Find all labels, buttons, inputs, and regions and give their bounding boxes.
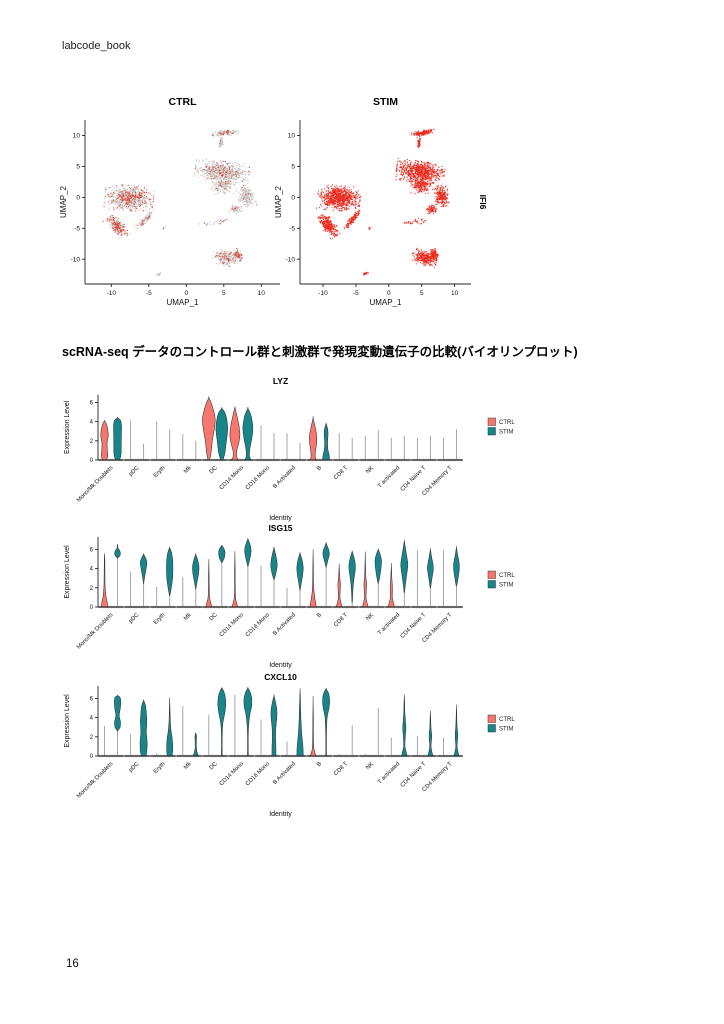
- svg-text:-10: -10: [71, 256, 81, 263]
- svg-text:-10: -10: [107, 290, 117, 297]
- svg-text:-5: -5: [74, 226, 80, 233]
- umap-ctrl-xlabel: UMAP_1: [166, 298, 199, 307]
- violin-lyz-xlabel: Identity: [269, 515, 292, 522]
- umap-stim-xlabel: UMAP_1: [369, 298, 402, 307]
- umap-stim-ylabel: UMAP_2: [274, 185, 283, 218]
- violin-cxcl10-title: CXCL10: [264, 672, 297, 682]
- gene-annotation-label: IFI6: [478, 195, 488, 210]
- violin-isg15-title: ISG15: [268, 523, 292, 533]
- violin-plot-lyz: LYZ 0 2 4 6 Mono/Mk Doublets pDC Eryth Mk DC CD14 …: [58, 374, 618, 531]
- svg-text:10: 10: [73, 133, 81, 140]
- umap-stim-title: STIM: [373, 96, 398, 108]
- svg-text:-5: -5: [146, 290, 152, 297]
- svg-text:10: 10: [258, 290, 266, 297]
- umap-ctrl-panel: CTRL -10 -5 0 5 10 -10 -5 0 5 10 UMAP_1 UMAP_2: [57, 92, 297, 315]
- umap-stim-panel: STIM -10 -5 0 5 10 -10 -5 0 5 10 UMAP_1 UMAP_2 IFI6: [272, 92, 527, 315]
- section-heading: scRNA-seq データのコントロール群と刺激群で発現変動遺伝子の比較(バイオ…: [62, 345, 578, 359]
- umap-ctrl-ylabel: UMAP_2: [59, 185, 68, 218]
- umap-ctrl-svg: CTRL -10 -5 0 5 10 -10 -5 0 5 10 UMAP_1 UMAP_2: [59, 96, 280, 307]
- svg-text:5: 5: [76, 164, 80, 171]
- document-header: labcode_book: [62, 40, 131, 52]
- svg-text:0: 0: [184, 290, 188, 297]
- violin-cxcl10-ylabel: Expression Level: [64, 694, 71, 748]
- violin-lyz-title: LYZ: [273, 376, 288, 386]
- violin-isg15-xlabel: Identity: [269, 662, 292, 669]
- svg-text:5: 5: [222, 290, 226, 297]
- violin-lyz-ylabel: Expression Level: [64, 400, 71, 454]
- umap-ctrl-title: CTRL: [169, 96, 198, 108]
- page-number: 16: [66, 958, 79, 970]
- violin-plot-cxcl10: CXCL10 0 2 4 6 Mono/Mk Doublets pDC Eryth Mk DC CD…: [58, 670, 618, 827]
- svg-text:0: 0: [76, 195, 80, 202]
- violin-plot-isg15: ISG15 0 2 4 6 Mono/Mk Doublets pDC Eryth Mk DC CD1…: [58, 521, 618, 678]
- violin-isg15-ylabel: Expression Level: [64, 545, 71, 599]
- violin-cxcl10-xlabel: Identity: [269, 811, 292, 818]
